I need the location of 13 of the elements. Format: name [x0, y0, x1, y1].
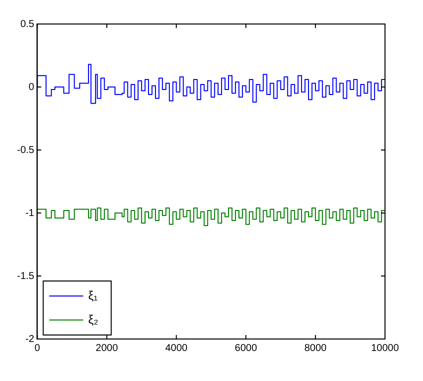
y-tick-label: 0.5 [20, 18, 35, 30]
x-tick-label: 8000 [304, 342, 328, 354]
y-tick-label: -1 [25, 208, 35, 219]
y-tick-label: -2 [25, 334, 35, 345]
legend-label: ξ₂ [88, 312, 99, 326]
y-tick-label: 0 [28, 82, 35, 93]
x-tick-label: 4000 [165, 342, 188, 354]
x-tick-label: 10000 [371, 342, 400, 354]
y-tick-label: -0.5 [16, 144, 35, 156]
y-tick-label: -1.5 [16, 270, 35, 282]
x-tick-label: 6000 [234, 342, 258, 354]
legend-label: ξ₁ [88, 288, 98, 302]
x-tick-label: 2000 [96, 342, 118, 354]
